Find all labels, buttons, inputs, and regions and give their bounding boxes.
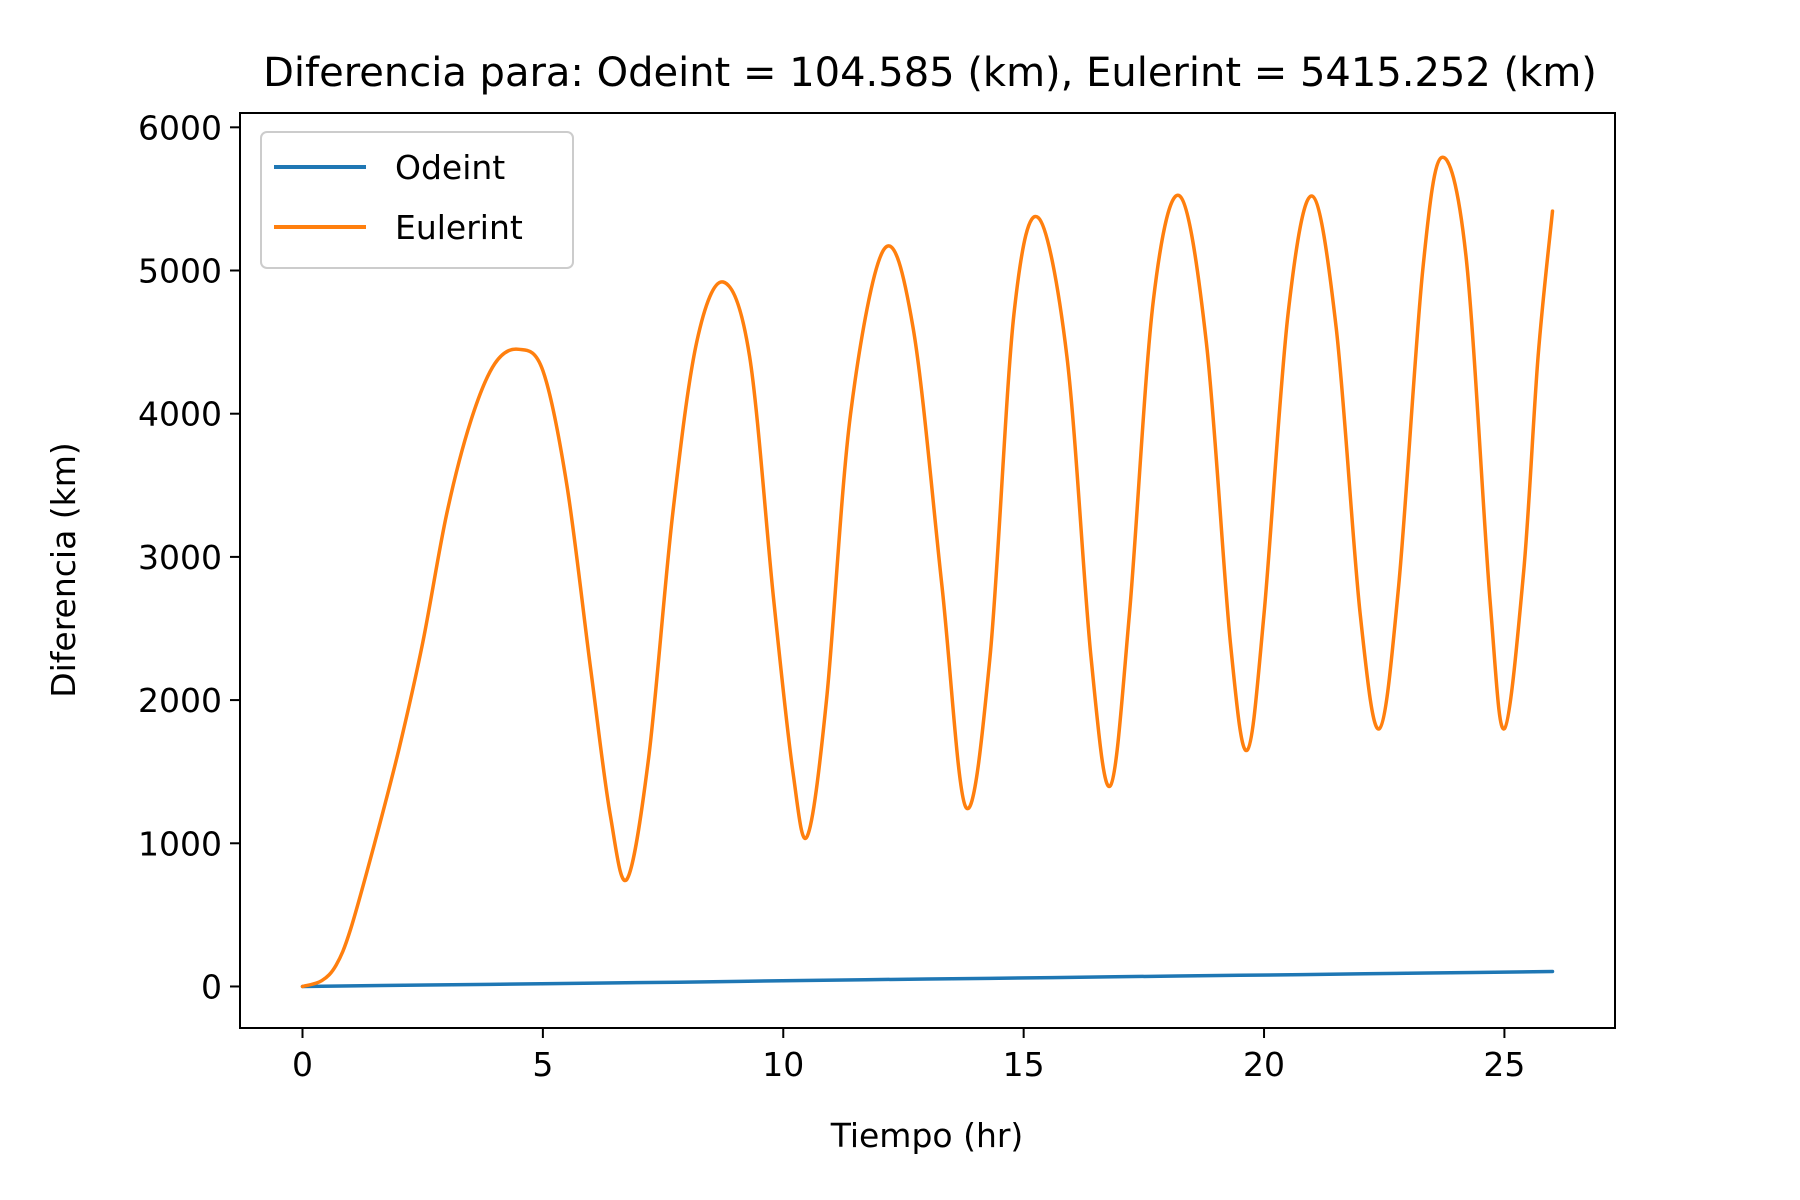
y-tick-label: 6000 (138, 108, 222, 147)
series-line-odeint (300, 969, 1555, 989)
series-lines (300, 155, 1555, 989)
y-tick-label: 2000 (138, 681, 222, 720)
y-tick-label: 0 (201, 967, 222, 1006)
y-tick-label: 4000 (138, 395, 222, 434)
x-tick-label: 15 (1003, 1045, 1045, 1084)
x-tick-label: 0 (292, 1045, 313, 1084)
legend: Odeint Eulerint (260, 131, 574, 269)
x-axis-label: Tiempo (hr) (830, 1116, 1024, 1155)
y-axis-label: Diferencia (km) (44, 442, 83, 698)
y-tick-label: 3000 (138, 538, 222, 577)
x-tick-label: 20 (1243, 1045, 1285, 1084)
y-tick-label: 5000 (138, 252, 222, 291)
x-axis-ticks: 0 5 10 15 20 25 (292, 1028, 1525, 1084)
plot-frame (239, 112, 1616, 1029)
y-axis-ticks: 0 1000 2000 3000 4000 5000 6000 (138, 108, 240, 1006)
x-tick-label: 5 (532, 1045, 553, 1084)
chart-title: Diferencia para: Odeint = 104.585 (km), … (263, 50, 1597, 96)
legend-label-eulerint: Eulerint (395, 208, 523, 247)
legend-label-odeint: Odeint (395, 148, 505, 187)
x-tick-label: 25 (1483, 1045, 1525, 1084)
y-tick-label: 1000 (138, 824, 222, 863)
x-tick-label: 10 (762, 1045, 804, 1084)
series-line-eulerint (300, 155, 1555, 989)
